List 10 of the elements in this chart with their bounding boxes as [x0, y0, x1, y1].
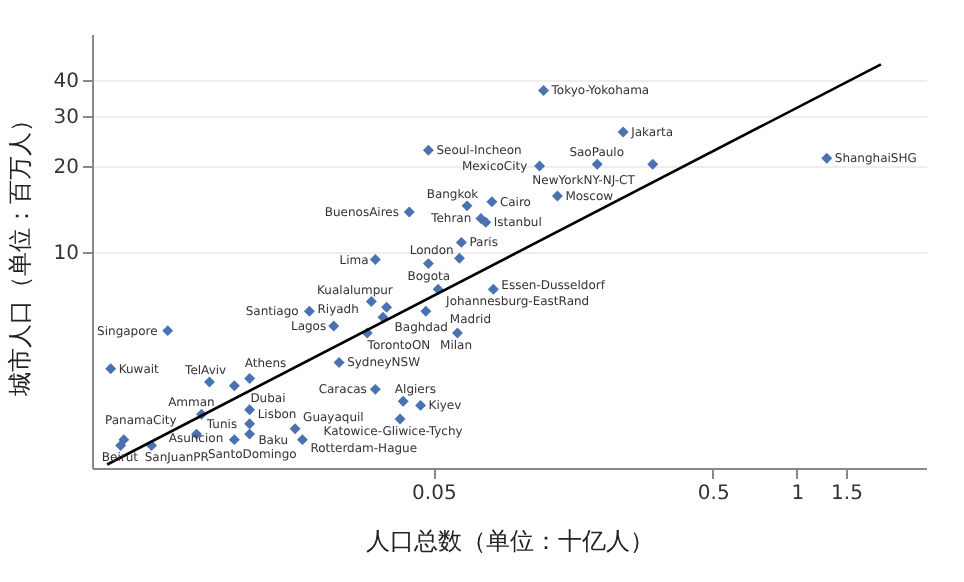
y-axis-title: 城市人口（单位：百万人）	[5, 108, 34, 398]
y-tick-label: 20	[53, 156, 79, 179]
x-tick-label: 1.5	[831, 483, 863, 505]
x-tick-label: 1	[791, 483, 805, 505]
y-tick-label: 40	[53, 71, 79, 94]
x-tick-label: 0.05	[412, 483, 457, 505]
y-tick-label: 10	[53, 242, 79, 265]
x-axis-title: 人口总数（单位：十亿人）	[366, 527, 654, 555]
x-tick-label: 0.5	[697, 483, 730, 505]
y-tick-label: 30	[53, 106, 79, 129]
